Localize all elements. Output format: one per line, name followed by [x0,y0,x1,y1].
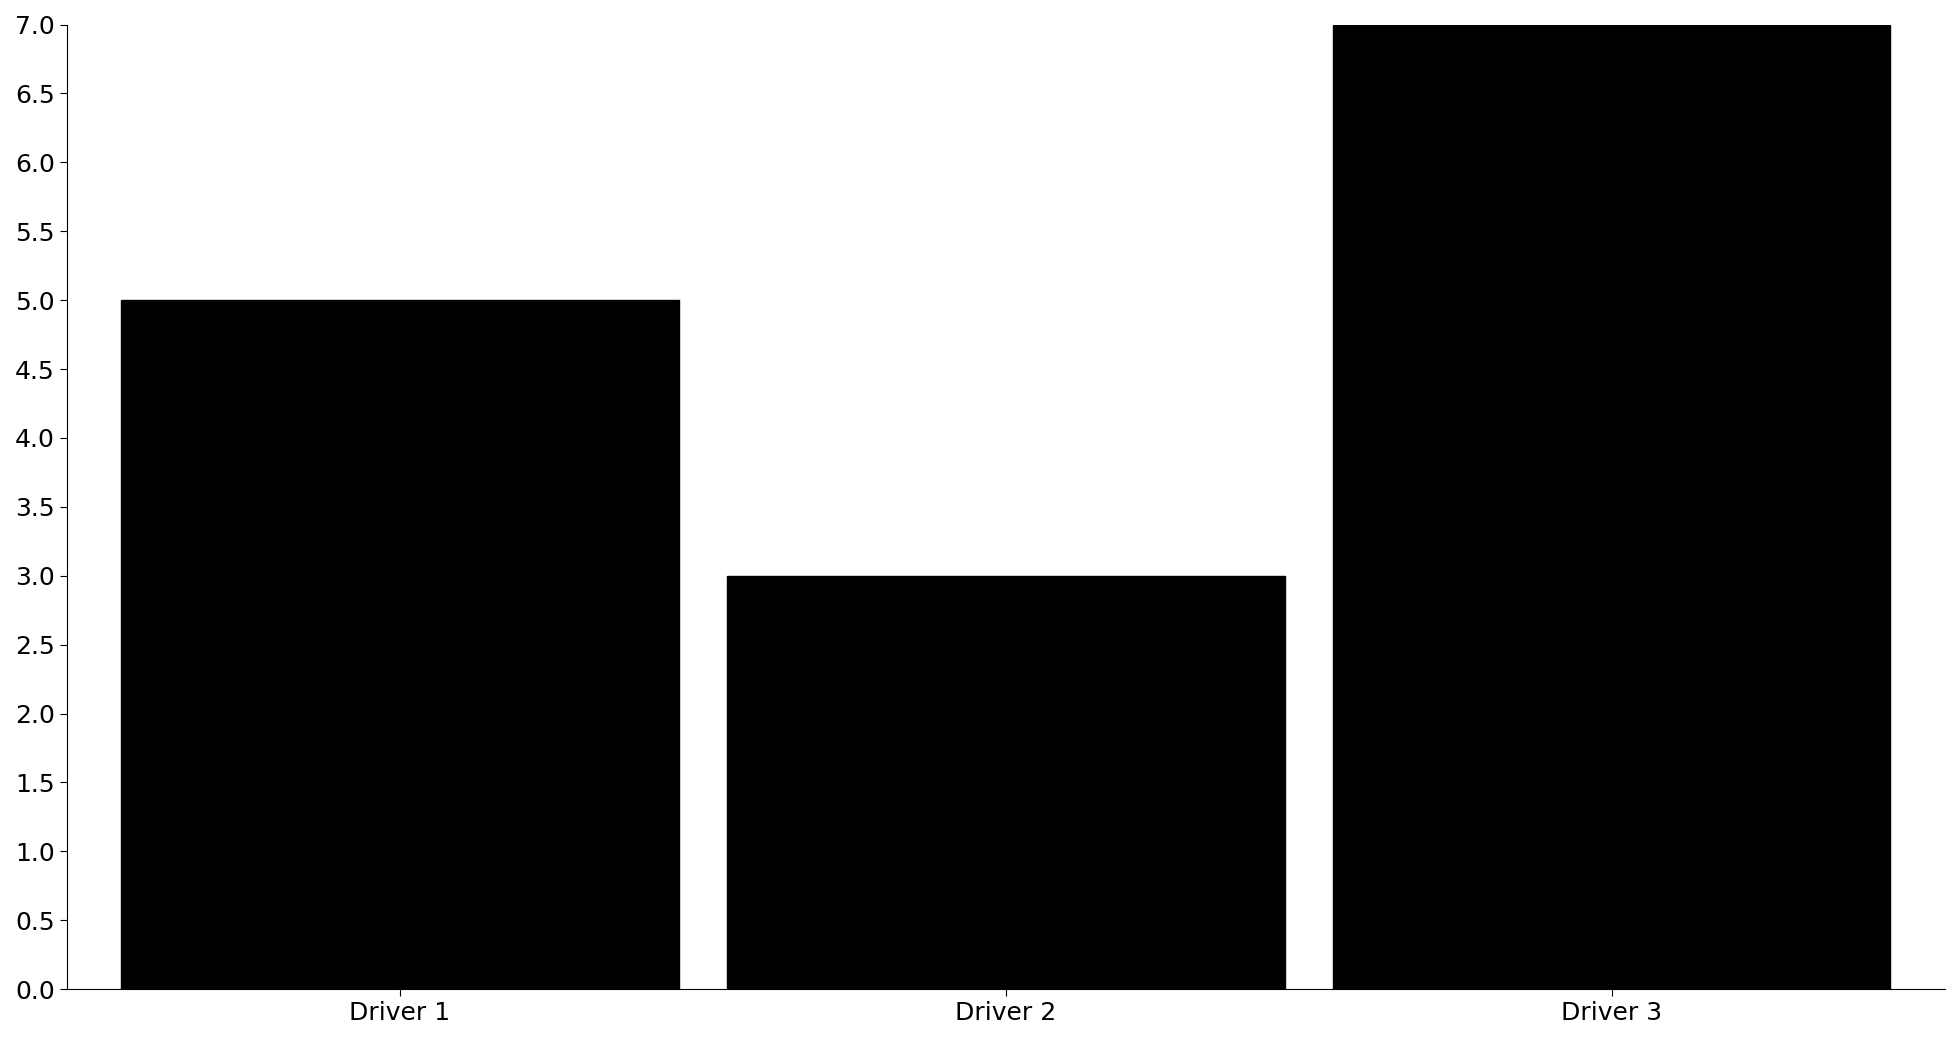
Bar [122,301,678,989]
Bar [727,576,1284,989]
Bar [1333,25,1891,989]
